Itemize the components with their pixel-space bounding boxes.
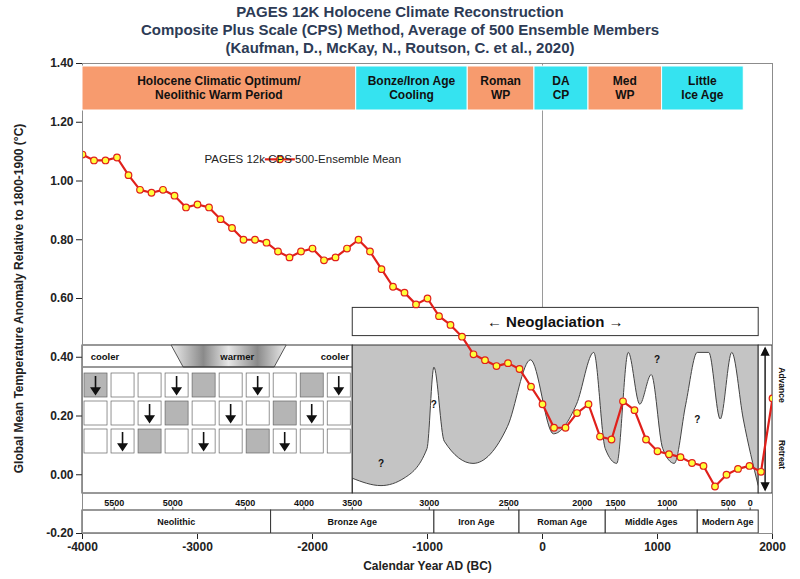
svg-text:0.60: 0.60 [50, 291, 74, 305]
svg-text:0.20: 0.20 [50, 409, 74, 423]
svg-text:Bonze/Iron AgeCooling: Bonze/Iron AgeCooling [368, 74, 456, 102]
svg-text:0.40: 0.40 [50, 350, 74, 364]
svg-text:5500: 5500 [104, 498, 124, 508]
svg-text:1500: 1500 [606, 498, 626, 508]
svg-text:LittleIce Age: LittleIce Age [681, 74, 724, 102]
svg-text:1.00: 1.00 [50, 174, 74, 188]
svg-text:1.20: 1.20 [50, 115, 74, 129]
svg-text:?: ? [694, 414, 700, 425]
svg-text:Bronze Age: Bronze Age [327, 517, 377, 527]
svg-text:DACP: DACP [552, 74, 570, 102]
svg-text:-3000: -3000 [182, 540, 213, 554]
svg-text:3000: 3000 [419, 498, 439, 508]
svg-text:-0.20: -0.20 [46, 526, 74, 540]
svg-text:cooler: cooler [321, 351, 350, 362]
svg-text:Calendar Year AD (BC): Calendar Year AD (BC) [363, 559, 492, 573]
svg-text:0: 0 [539, 540, 546, 554]
svg-text:Roman Age: Roman Age [537, 517, 587, 527]
svg-text:RomanWP: RomanWP [480, 74, 521, 102]
svg-text:?: ? [654, 354, 660, 365]
svg-text:?: ? [431, 399, 437, 410]
html-text:PAGES 12K Holocene Climate Rec: PAGES 12K Holocene Climate Reconstructio… [236, 3, 564, 20]
svg-text:PAGES 12k CPS 500-Ensemble Mea: PAGES 12k CPS 500-Ensemble Mean [205, 153, 402, 165]
svg-text:500: 500 [721, 498, 736, 508]
svg-text:Global Mean Temperature Anomal: Global Mean Temperature Anomaly Relative… [12, 124, 26, 474]
svg-text:-1000: -1000 [412, 540, 443, 554]
svg-text:Retreat: Retreat [777, 440, 787, 469]
svg-text:0.80: 0.80 [50, 233, 74, 247]
svg-text:0.00: 0.00 [50, 468, 74, 482]
svg-text:5000: 5000 [163, 498, 183, 508]
svg-text:-4000: -4000 [67, 540, 98, 554]
svg-text:2000: 2000 [759, 540, 786, 554]
svg-text:4500: 4500 [235, 498, 255, 508]
svg-text:Advance: Advance [777, 367, 787, 403]
svg-text:2500: 2500 [499, 498, 519, 508]
svg-text:3500: 3500 [342, 498, 362, 508]
svg-text:1000: 1000 [644, 540, 671, 554]
svg-text:MedWP: MedWP [613, 74, 637, 102]
svg-text:← Neoglaciation →: ← Neoglaciation → [487, 313, 624, 330]
html-text:(Kaufman, D., McKay, N., Routs: (Kaufman, D., McKay, N., Routson, C. et … [225, 39, 575, 56]
svg-text:4000: 4000 [294, 498, 314, 508]
svg-text:Iron Age: Iron Age [458, 517, 494, 527]
svg-text:Neolithic: Neolithic [157, 517, 195, 527]
svg-text:Modern Age: Modern Age [702, 517, 754, 527]
svg-text:?: ? [378, 458, 384, 469]
svg-text:Holocene Climatic Optimum/Neol: Holocene Climatic Optimum/Neolithic Warm… [137, 74, 301, 102]
svg-text:-2000: -2000 [297, 540, 328, 554]
svg-text:2000: 2000 [572, 498, 592, 508]
svg-text:1000: 1000 [657, 498, 677, 508]
svg-text:1.40: 1.40 [50, 57, 74, 70]
svg-text:0: 0 [748, 498, 753, 508]
html-text:Composite Plus Scale (CPS) Met: Composite Plus Scale (CPS) Method, Avera… [140, 21, 660, 38]
svg-text:warmer: warmer [219, 351, 254, 362]
svg-text:cooler: cooler [91, 351, 120, 362]
svg-text:Middle Ages: Middle Ages [625, 517, 678, 527]
